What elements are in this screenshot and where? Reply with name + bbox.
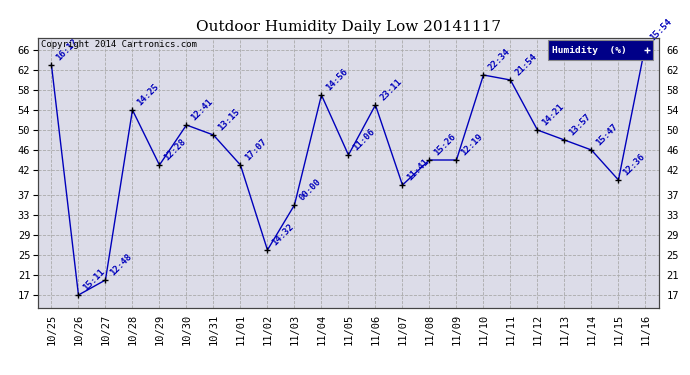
Text: 00:00: 00:00	[297, 177, 323, 202]
Text: 17:07: 17:07	[244, 137, 268, 162]
Text: 11:06: 11:06	[351, 127, 377, 152]
Text: 14:21: 14:21	[540, 102, 566, 127]
Text: 13:57: 13:57	[567, 112, 593, 137]
Text: Humidity  (%): Humidity (%)	[551, 46, 627, 55]
Text: 15:11: 15:11	[81, 267, 106, 292]
Text: 12:48: 12:48	[108, 252, 134, 277]
Text: 12:19: 12:19	[460, 132, 484, 157]
Text: 11:41: 11:41	[405, 157, 431, 182]
Text: 12:28: 12:28	[162, 137, 188, 162]
Text: 15:54: 15:54	[648, 17, 673, 42]
Text: 15:26: 15:26	[432, 132, 457, 157]
Text: 14:56: 14:56	[324, 67, 350, 92]
Text: 12:36: 12:36	[621, 152, 647, 177]
Text: 23:11: 23:11	[378, 77, 404, 102]
Text: 12:41: 12:41	[189, 97, 215, 122]
Title: Outdoor Humidity Daily Low 20141117: Outdoor Humidity Daily Low 20141117	[196, 20, 501, 33]
Text: 14:25: 14:25	[135, 82, 161, 107]
Text: 15:47: 15:47	[594, 122, 620, 147]
Text: 21:54: 21:54	[513, 52, 539, 77]
Text: 14:32: 14:32	[270, 222, 295, 247]
Text: Copyright 2014 Cartronics.com: Copyright 2014 Cartronics.com	[41, 40, 197, 49]
Text: 13:15: 13:15	[216, 107, 241, 132]
Text: 22:34: 22:34	[486, 47, 511, 72]
FancyBboxPatch shape	[549, 40, 653, 60]
Text: 16:1?: 16:1?	[55, 37, 79, 62]
